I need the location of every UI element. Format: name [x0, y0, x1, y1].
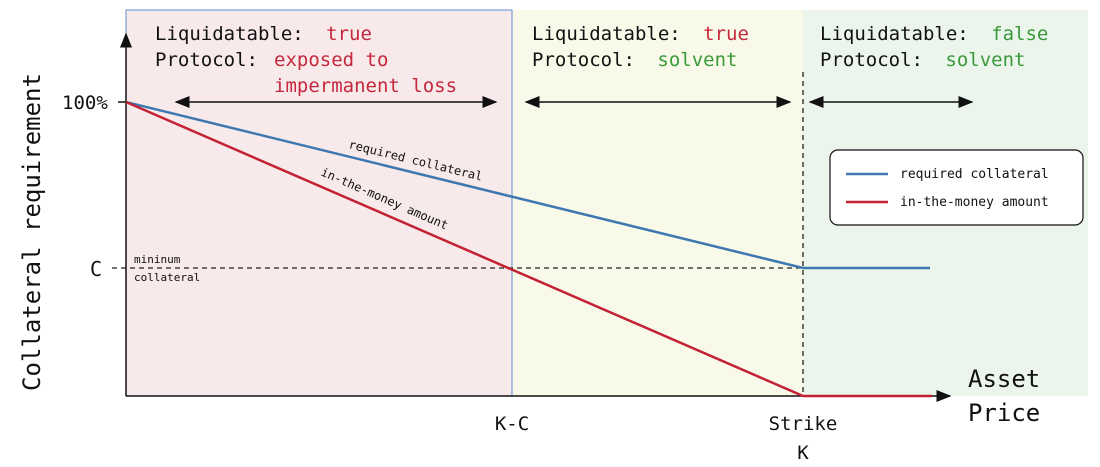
required-collateral-line: [125, 100, 930, 270]
zone1-protocol-value-line2: impermanent loss: [274, 75, 457, 97]
zone3-protocol-label: Protocol:: [820, 49, 923, 71]
min-collateral-label-line2: collateral: [134, 271, 200, 284]
x-tick-label-strike: Strike: [769, 413, 838, 435]
itm-amount-line: [125, 100, 932, 398]
zone2-protocol-label: Protocol:: [532, 49, 635, 71]
zone3-liquidatable-label: Liquidatable:: [820, 23, 969, 45]
legend-box: [829, 149, 1084, 226]
x-axis-label-line1: Asset: [968, 365, 1040, 393]
x-axis-label-line2: Price: [968, 399, 1040, 427]
y-tick-label-100: 100%: [62, 92, 108, 114]
zone3-liquidatable-value: false: [991, 23, 1048, 45]
zone1-liquidatable-label: Liquidatable:: [155, 23, 304, 45]
svg-text:Liquidatable: false: Liquidatable: false: [820, 23, 1048, 45]
zone2-liquidatable-value: true: [703, 23, 749, 45]
min-collateral-label-line1: mininum: [134, 253, 181, 266]
zone2-liquidatable-label: Liquidatable:: [532, 23, 681, 45]
x-tick-label-k: K: [797, 442, 809, 464]
x-tick-label-kc: K-C: [495, 413, 529, 435]
zone2-protocol-value: solvent: [657, 49, 737, 71]
svg-text:Protocol: solvent: Protocol: solvent: [820, 49, 1025, 71]
zone1-protocol-label: Protocol:: [155, 49, 258, 71]
zone3-protocol-value: solvent: [945, 49, 1025, 71]
zone1-protocol-value-line1: exposed to: [274, 49, 388, 71]
y-tick-label-c: C: [90, 257, 102, 281]
svg-text:Liquidatable: true: Liquidatable: true: [155, 23, 372, 45]
y-axis-label: Collateral requirement: [18, 73, 46, 391]
legend-label-required-collateral: required collateral: [900, 167, 1049, 182]
legend: required collateral in-the-money amount: [829, 149, 1084, 226]
zone1-liquidatable-value: true: [326, 23, 372, 45]
zone-impermanent-loss: [125, 9, 513, 397]
svg-text:Protocol: solvent: Protocol: solvent: [532, 49, 737, 71]
svg-text:Liquidatable: true: Liquidatable: true: [532, 23, 749, 45]
legend-label-itm-amount: in-the-money amount: [900, 195, 1049, 210]
